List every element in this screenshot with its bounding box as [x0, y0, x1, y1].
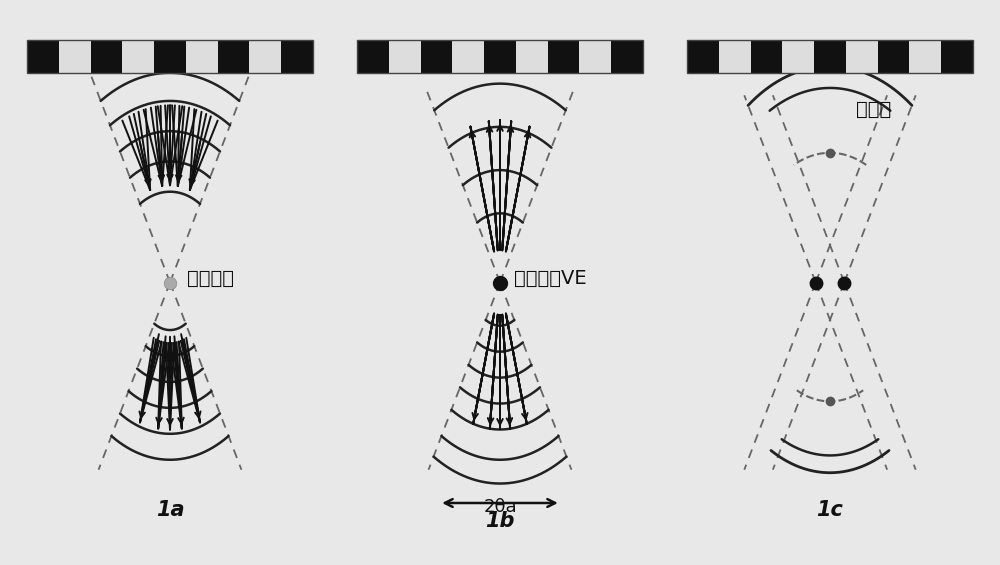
Bar: [357, 40, 389, 73]
Bar: [249, 40, 281, 73]
Bar: [941, 40, 973, 73]
Bar: [782, 40, 814, 73]
Text: 成像点: 成像点: [856, 100, 891, 119]
Bar: [357, 40, 643, 73]
Bar: [878, 40, 909, 73]
Bar: [186, 40, 218, 73]
Bar: [909, 40, 941, 73]
Bar: [751, 40, 782, 73]
Bar: [59, 40, 91, 73]
Text: 2θa: 2θa: [483, 498, 517, 516]
Bar: [27, 40, 59, 73]
Text: 发射焦点: 发射焦点: [187, 269, 234, 288]
Bar: [611, 40, 643, 73]
Bar: [91, 40, 122, 73]
Bar: [814, 40, 846, 73]
Bar: [687, 40, 719, 73]
Bar: [421, 40, 452, 73]
Bar: [154, 40, 186, 73]
Text: 1c: 1c: [817, 500, 843, 520]
Bar: [218, 40, 249, 73]
Bar: [281, 40, 313, 73]
Bar: [484, 40, 516, 73]
Text: 虚拟阵元VE: 虚拟阵元VE: [514, 269, 587, 288]
Bar: [846, 40, 878, 73]
Bar: [389, 40, 421, 73]
Bar: [452, 40, 484, 73]
Text: 1b: 1b: [485, 511, 515, 531]
Bar: [122, 40, 154, 73]
Bar: [687, 40, 973, 73]
Text: 1a: 1a: [156, 500, 184, 520]
Bar: [27, 40, 313, 73]
Bar: [516, 40, 548, 73]
Bar: [548, 40, 579, 73]
Bar: [719, 40, 751, 73]
Bar: [579, 40, 611, 73]
